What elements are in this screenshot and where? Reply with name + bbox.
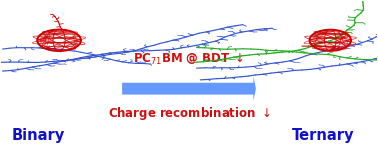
Text: Charge recombination $\downarrow$: Charge recombination $\downarrow$ bbox=[108, 105, 270, 122]
Text: Binary: Binary bbox=[12, 128, 65, 143]
Text: Ternary: Ternary bbox=[291, 128, 354, 143]
Text: PC$_{71}$BM @ BDT $\downarrow$: PC$_{71}$BM @ BDT $\downarrow$ bbox=[133, 52, 245, 67]
